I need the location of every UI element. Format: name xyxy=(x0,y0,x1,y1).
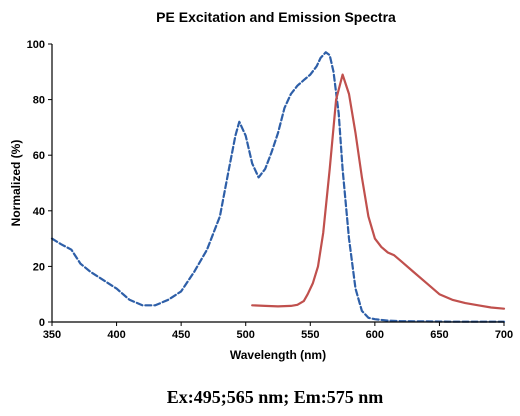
y-tick-label: 80 xyxy=(33,95,45,107)
x-tick-label: 600 xyxy=(366,329,384,341)
y-tick-group: 0 20 40 60 80 100 xyxy=(27,39,52,329)
y-tick-label: 0 xyxy=(39,317,45,329)
plot-area: 350 400 450 500 550 600 650 700 0 20 40 60 80 100 xyxy=(27,39,514,341)
x-tick-group: 350 400 450 500 550 600 650 700 xyxy=(43,322,513,341)
x-tick-label: 650 xyxy=(430,329,448,341)
y-tick-label: 60 xyxy=(33,150,45,162)
x-axis-label: Wavelength (nm) xyxy=(230,348,326,362)
x-tick-label: 400 xyxy=(107,329,125,341)
y-tick-label: 40 xyxy=(33,206,45,218)
x-tick-label: 550 xyxy=(301,329,319,341)
y-axis-label: Normalized (%) xyxy=(9,140,23,227)
y-tick-label: 100 xyxy=(27,39,45,51)
series-layer xyxy=(50,51,506,323)
y-tick-label: 20 xyxy=(33,261,45,273)
x-tick-label: 700 xyxy=(495,329,513,341)
emission-line xyxy=(251,73,506,310)
chart-title: PE Excitation and Emission Spectra xyxy=(156,9,396,25)
x-tick-label: 450 xyxy=(172,329,190,341)
caption: Ex:495;565 nm; Em:575 nm xyxy=(167,387,384,407)
x-tick-label: 500 xyxy=(237,329,255,341)
x-tick-label: 350 xyxy=(43,329,61,341)
excitation-line xyxy=(50,51,506,323)
